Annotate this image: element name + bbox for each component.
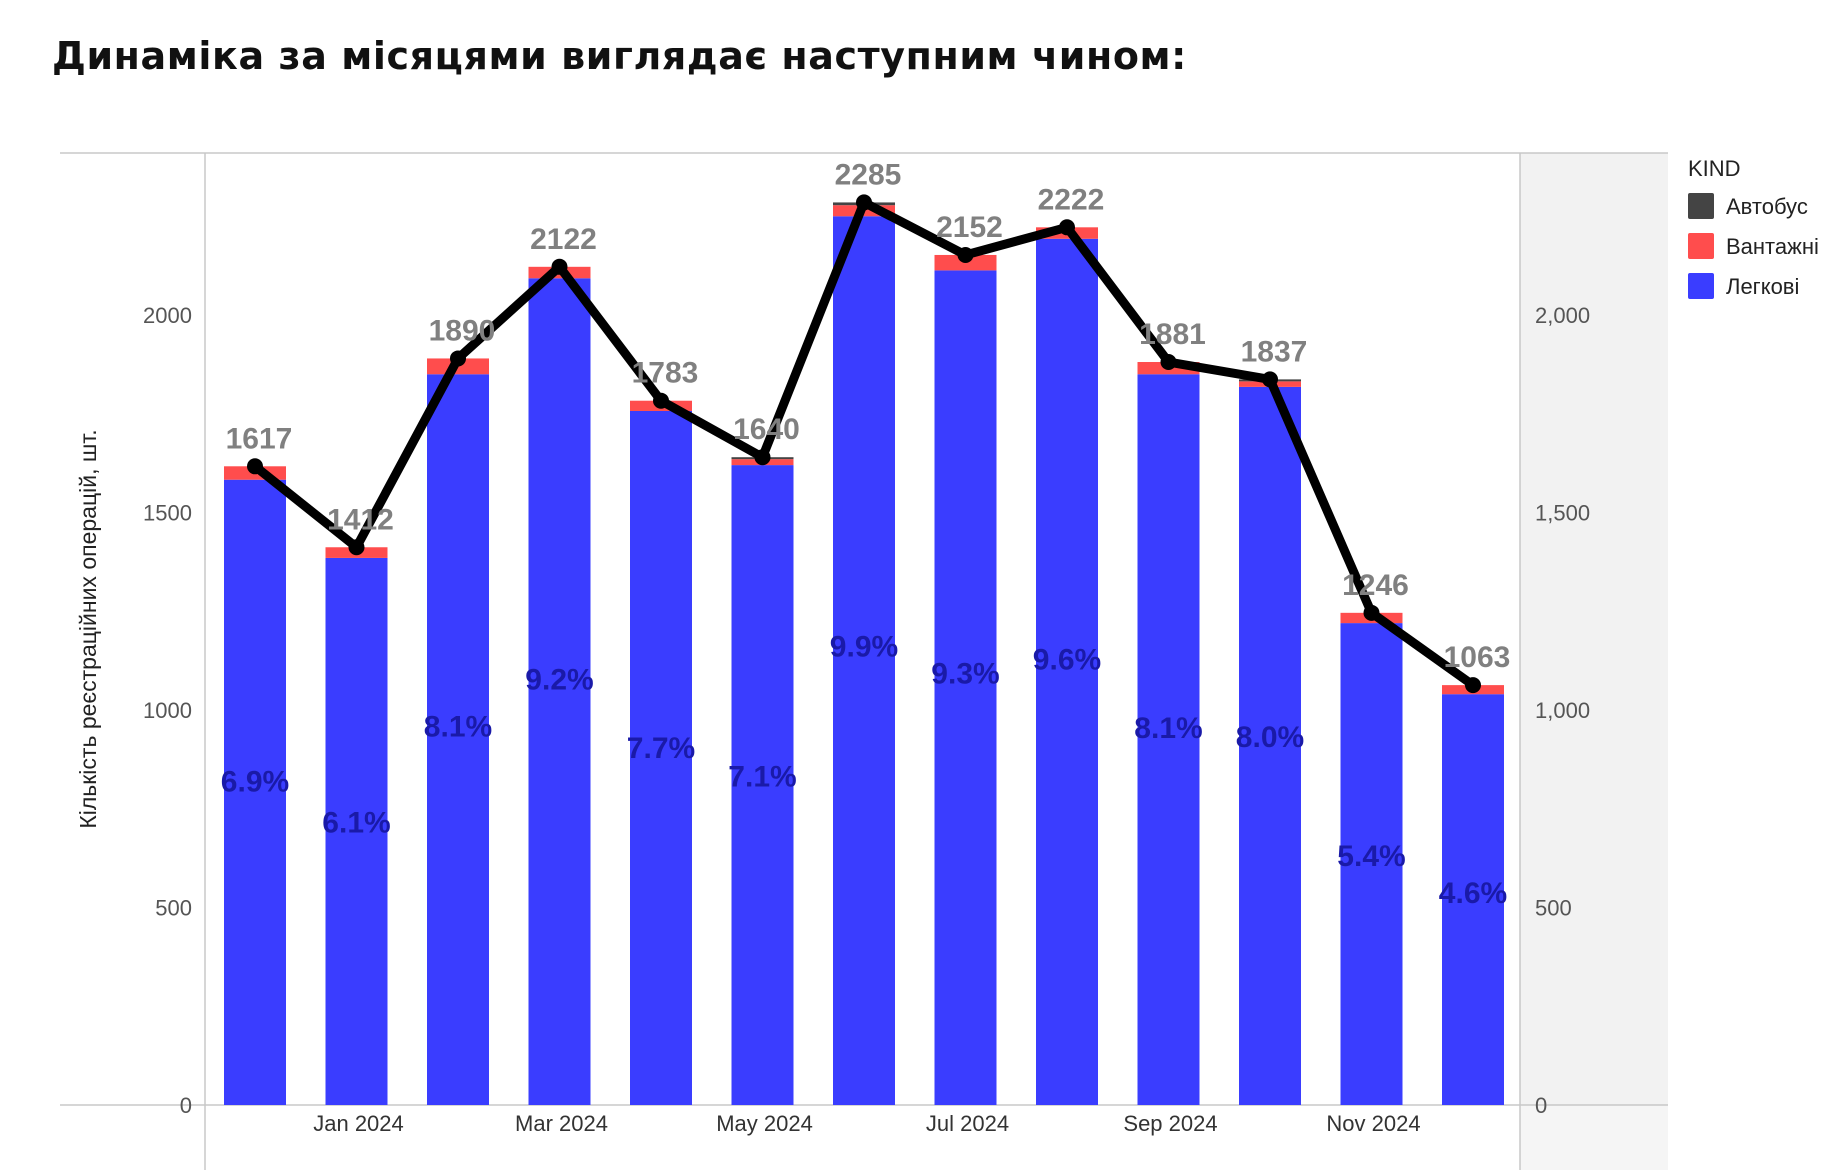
y-tick-left-1: 500 bbox=[155, 896, 192, 921]
bar-legkovi-2 bbox=[427, 374, 489, 1105]
y-tick-right-1: 500 bbox=[1535, 896, 1572, 921]
total-label-4: 1783 bbox=[632, 357, 699, 390]
y-tick-left-4: 2000 bbox=[143, 303, 192, 328]
legend-label-1: Вантажні bbox=[1726, 234, 1819, 259]
percent-label-0: 6.9% bbox=[221, 765, 289, 798]
y-tick-right-3: 1,500 bbox=[1535, 501, 1590, 526]
line-point-9 bbox=[1160, 354, 1177, 371]
total-label-3: 2122 bbox=[530, 223, 597, 256]
axes: 0 0 500 500 1000 1,000 1500 1,500 2000 2,000 Jan 2… bbox=[75, 303, 1590, 1136]
bar-legkovi-12 bbox=[1442, 694, 1504, 1105]
line-point-7 bbox=[957, 246, 974, 263]
percent-label-7: 9.3% bbox=[931, 657, 999, 690]
total-label-0: 1617 bbox=[226, 422, 293, 455]
total-label-6: 2285 bbox=[835, 158, 902, 191]
bar-series bbox=[224, 202, 1504, 1106]
line-point-3 bbox=[551, 258, 568, 275]
percent-label-5: 7.1% bbox=[728, 761, 796, 794]
x-tick-4: Sep 2024 bbox=[1123, 1111, 1217, 1136]
line-point-11 bbox=[1363, 604, 1380, 621]
y-axis-label: Кількість реєстраційних операцій, шт. bbox=[75, 429, 101, 828]
bar-legkovi-0 bbox=[224, 479, 286, 1106]
total-label-1: 1412 bbox=[327, 503, 394, 536]
bar-legkovi-7 bbox=[934, 270, 997, 1105]
total-label-2: 1890 bbox=[429, 314, 496, 347]
bar-legkovi-5 bbox=[731, 465, 794, 1106]
percent-label-11: 5.4% bbox=[1337, 840, 1405, 873]
x-tick-5: Nov 2024 bbox=[1326, 1111, 1420, 1136]
total-label-8: 2222 bbox=[1038, 183, 1105, 216]
x-tick-3: Jul 2024 bbox=[926, 1111, 1009, 1136]
legend: KIND Автобус Вантажні Легкові bbox=[1688, 156, 1819, 299]
percent-label-8: 9.6% bbox=[1033, 643, 1101, 676]
bar-legkovi-11 bbox=[1340, 623, 1403, 1105]
right-axis-panel bbox=[1520, 153, 1668, 1105]
page-heading: Динаміка за місяцями виглядає наступним … bbox=[52, 34, 1187, 78]
x-tick-2: May 2024 bbox=[716, 1111, 813, 1136]
bar-legkovi-9 bbox=[1137, 374, 1200, 1105]
line-point-12 bbox=[1465, 677, 1481, 694]
bar-legkovi-4 bbox=[630, 410, 692, 1105]
data-labels: 1617 1412 1890 2122 1783 1640 2285 2152 2222 1881… bbox=[221, 158, 1511, 909]
y-tick-right-4: 2,000 bbox=[1535, 303, 1590, 328]
legend-swatch-1 bbox=[1688, 233, 1714, 259]
total-label-5: 1640 bbox=[733, 413, 800, 446]
legend-label-2: Легкові bbox=[1726, 274, 1799, 299]
legend-title: KIND bbox=[1688, 156, 1741, 181]
y-tick-right-2: 1,000 bbox=[1535, 698, 1590, 723]
line-point-10 bbox=[1262, 371, 1278, 388]
percent-label-1: 6.1% bbox=[322, 807, 390, 840]
y-tick-left-3: 1500 bbox=[143, 501, 192, 526]
total-line bbox=[247, 194, 1481, 694]
percent-label-9: 8.1% bbox=[1134, 712, 1202, 745]
plot-frame bbox=[60, 152, 1668, 1170]
bar-legkovi-6 bbox=[833, 216, 895, 1105]
percent-label-12: 4.6% bbox=[1439, 877, 1507, 910]
y-tick-left-0: 0 bbox=[180, 1093, 192, 1118]
x-tick-1: Mar 2024 bbox=[515, 1111, 608, 1136]
total-label-12: 1063 bbox=[1444, 641, 1511, 674]
line-point-0 bbox=[247, 458, 263, 475]
line-point-2 bbox=[450, 350, 466, 367]
right-axis-panel-bottom bbox=[1520, 1105, 1668, 1170]
percent-label-4: 7.7% bbox=[627, 732, 695, 765]
bar-legkovi-3 bbox=[528, 278, 591, 1105]
total-label-7: 2152 bbox=[936, 211, 1003, 244]
line-point-5 bbox=[754, 449, 771, 466]
legend-swatch-2 bbox=[1688, 273, 1714, 299]
bar-legkovi-1 bbox=[325, 557, 388, 1105]
legend-swatch-0 bbox=[1688, 193, 1714, 219]
bar-legkovi-8 bbox=[1036, 238, 1098, 1105]
total-label-11: 1246 bbox=[1342, 569, 1409, 602]
percent-label-3: 9.2% bbox=[525, 664, 593, 697]
total-label-9: 1881 bbox=[1139, 318, 1206, 351]
line-point-8 bbox=[1059, 219, 1075, 236]
legend-label-0: Автобус bbox=[1726, 194, 1808, 219]
bar-legkovi-10 bbox=[1239, 386, 1301, 1105]
percent-label-10: 8.0% bbox=[1236, 721, 1304, 754]
percent-label-6: 9.9% bbox=[830, 631, 898, 664]
x-tick-0: Jan 2024 bbox=[313, 1111, 404, 1136]
total-label-10: 1837 bbox=[1241, 335, 1308, 368]
line-point-4 bbox=[653, 392, 669, 409]
percent-label-2: 8.1% bbox=[424, 710, 492, 743]
line-point-1 bbox=[348, 539, 365, 556]
y-tick-left-2: 1000 bbox=[143, 698, 192, 723]
y-tick-right-0: 0 bbox=[1535, 1093, 1547, 1118]
line-point-6 bbox=[856, 194, 872, 211]
